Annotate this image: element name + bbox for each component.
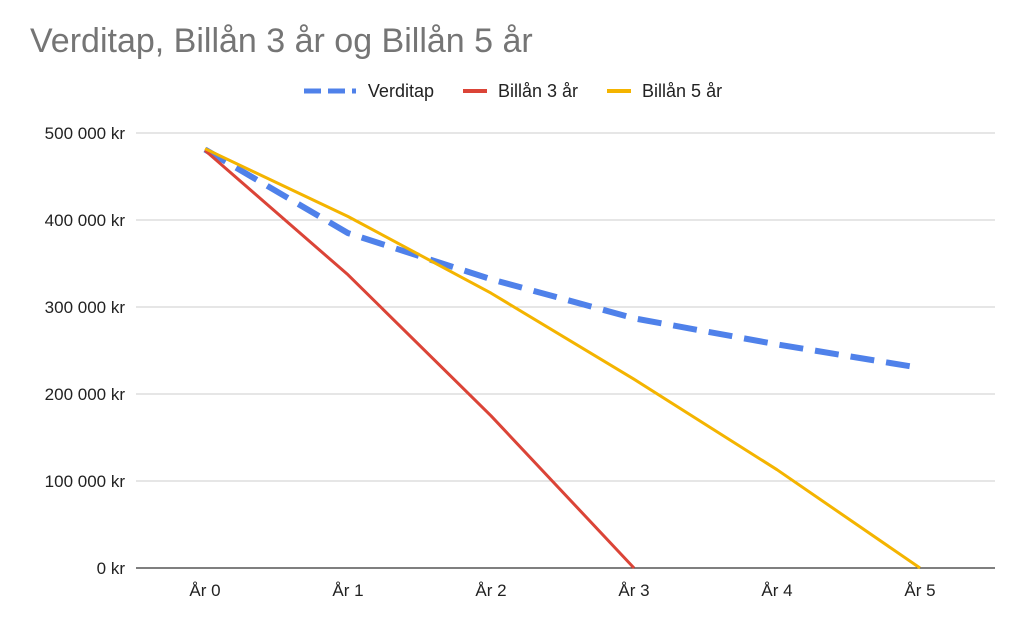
y-tick-label: 300 000 kr [45,298,126,317]
y-tick-label: 500 000 kr [45,124,126,143]
legend-label-billan-5-ar: Billån 5 år [642,80,723,101]
legend-swatch-billan-5-ar [607,89,632,93]
series-line-billan-3-ar [204,149,636,570]
legend-item-verditap[interactable]: Verditap [302,81,434,102]
x-tick-label: År 0 [189,581,220,600]
x-tick-label: År 1 [332,581,363,600]
series-line-billan-5-ar [204,147,921,570]
x-tick-label: År 5 [904,581,935,600]
legend-label-billan-3-ar: Billån 3 år [497,80,579,101]
y-tick-label: 0 kr [97,559,126,578]
legend: Verditap Billån 3 år Billån 5 år [0,78,1024,104]
y-tick-label: 100 000 kr [45,472,126,491]
y-tick-label: 200 000 kr [45,385,126,404]
x-tick-label: År 2 [475,581,506,600]
legend-label-verditap: Verditap [367,80,434,101]
legend-swatch-verditap [303,88,356,94]
legend-item-billan-5-ar[interactable]: Billån 5 år [606,81,722,102]
legend-swatch-billan-3-ar [462,89,487,93]
legend-item-billan-3-ar[interactable]: Billån 3 år [462,81,578,102]
chart-title: Verditap, Billån 3 år og Billån 5 år [30,22,533,60]
x-tick-label: År 4 [761,581,792,600]
x-tick-label: År 3 [618,581,649,600]
y-tick-label: 400 000 kr [45,211,126,230]
series-line-verditap [203,146,921,371]
